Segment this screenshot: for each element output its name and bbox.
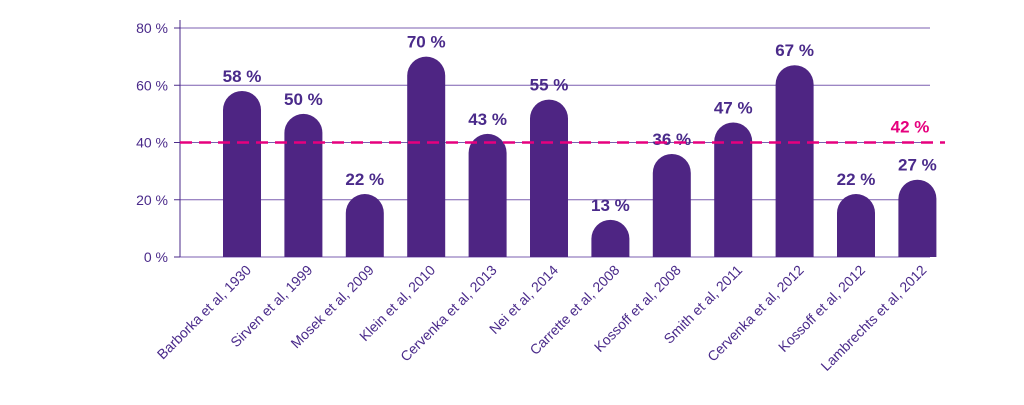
bar xyxy=(284,113,323,257)
y-tick-label: 80 % xyxy=(136,20,168,36)
y-tick-label: 20 % xyxy=(136,192,168,208)
bars xyxy=(223,56,937,258)
bar xyxy=(837,194,875,257)
bar xyxy=(652,153,691,257)
bar xyxy=(775,65,814,257)
data-label: 47 % xyxy=(714,98,753,117)
data-label: 58 % xyxy=(223,67,262,86)
y-tick-label: 60 % xyxy=(136,77,168,93)
data-label: 13 % xyxy=(591,196,630,215)
data-label: 36 % xyxy=(652,130,691,149)
bar xyxy=(407,56,446,257)
data-label: 43 % xyxy=(468,110,507,129)
bar xyxy=(898,179,937,257)
y-tick-label: 40 % xyxy=(136,135,168,151)
bar xyxy=(468,133,507,257)
data-label: 27 % xyxy=(898,156,937,175)
x-tick-label: Lambrechts et al, 2012 xyxy=(818,262,930,374)
reference-line-label: 42 % xyxy=(891,118,930,137)
data-label: 50 % xyxy=(284,90,323,109)
data-label: 22 % xyxy=(837,170,876,189)
data-labels: 58 % 50 % 22 % 70 % 43 % 55 % 13 % 36 % 47 % 67 %… xyxy=(223,33,937,215)
y-axis-ticks: 0 % 20 % 40 % 60 % 80 % xyxy=(136,20,180,265)
bar xyxy=(530,99,568,258)
data-label: 22 % xyxy=(345,170,384,189)
data-label: 67 % xyxy=(775,41,814,60)
bar xyxy=(345,194,384,257)
bar xyxy=(223,90,261,257)
data-label: 55 % xyxy=(530,76,569,95)
bar xyxy=(714,122,753,257)
data-label: 70 % xyxy=(407,33,446,52)
bar xyxy=(591,219,630,257)
y-tick-label: 0 % xyxy=(144,249,168,265)
